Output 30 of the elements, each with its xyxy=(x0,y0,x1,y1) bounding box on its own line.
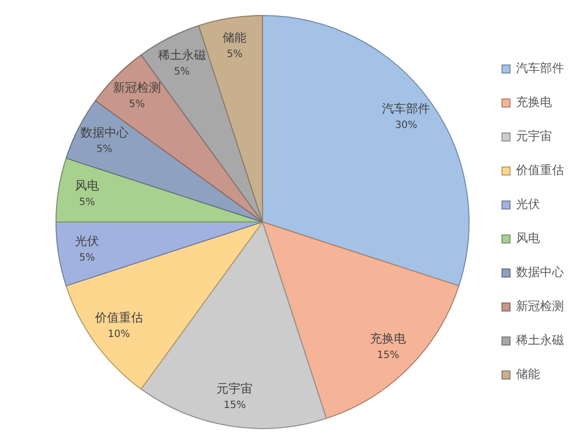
slice-label: 光伏 xyxy=(75,234,100,248)
data-label: 15% xyxy=(376,350,400,362)
slice-label: 风电 xyxy=(75,178,100,192)
legend-label: 光伏 xyxy=(516,197,540,212)
legend-label: 风电 xyxy=(516,231,540,246)
data-label: 5% xyxy=(128,99,145,110)
slice-label: 数据中心 xyxy=(80,126,128,140)
legend-label: 汽车部件 xyxy=(516,61,564,76)
data-label: 5% xyxy=(79,196,96,208)
slice-label: 充换电 xyxy=(370,332,406,346)
legend-label: 储能 xyxy=(516,367,540,382)
data-label: 5% xyxy=(226,49,243,60)
legend-label: 价值重估 xyxy=(515,163,564,178)
slice-label: 元宇宙 xyxy=(216,382,253,396)
legend-label: 元宇宙 xyxy=(516,129,552,144)
legend-label: 数据中心 xyxy=(516,265,564,280)
slice-label: 价值重估 xyxy=(94,310,143,325)
legend-label: 稀土永磁 xyxy=(516,333,564,348)
data-label: 10% xyxy=(108,328,130,340)
data-label: 5% xyxy=(79,252,96,264)
data-label: 30% xyxy=(395,120,418,132)
legend-label: 充换电 xyxy=(516,95,552,110)
legend-label: 新冠检测 xyxy=(516,299,564,314)
data-label: 5% xyxy=(96,144,112,155)
slice-label: 储能 xyxy=(222,30,247,45)
data-label: 5% xyxy=(174,66,190,78)
slice-label: 稀土永磁 xyxy=(158,48,206,62)
data-label: 15% xyxy=(224,400,246,411)
slice-label: 新冠检测 xyxy=(112,80,161,95)
slice-label: 汽车部件 xyxy=(382,102,430,116)
